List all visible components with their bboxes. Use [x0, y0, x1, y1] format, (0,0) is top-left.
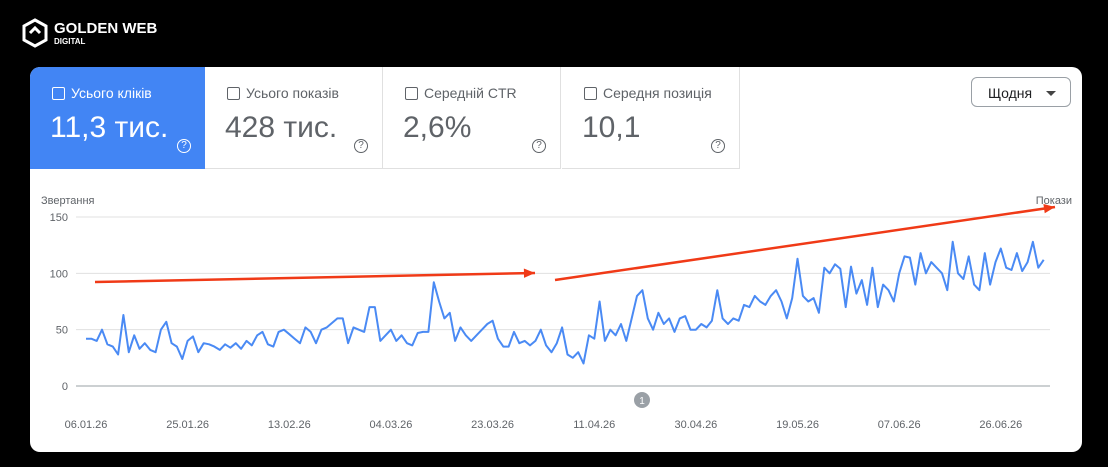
metric-label: Середній CTR: [424, 85, 517, 101]
x-tick-label: 30.04.26: [674, 419, 717, 431]
metric-card[interactable]: Усього показів 428 тис.?: [205, 67, 383, 169]
metric-card[interactable]: Усього кліків 11,3 тис.?: [30, 67, 205, 169]
annotation-arrow: [94, 271, 536, 284]
metric-value: 428 тис.: [225, 111, 338, 144]
metric-card[interactable]: Середній CTR 2,6%?: [383, 67, 561, 169]
data-line: [86, 240, 1045, 365]
x-tick-label: 19.05.26: [776, 419, 819, 431]
x-tick-label: 26.06.26: [979, 419, 1022, 431]
panel: Усього кліків 11,3 тис.? Усього показів 42…: [30, 67, 1082, 452]
x-tick-label: 11.04.26: [573, 419, 615, 431]
metric-value: 10,1: [582, 111, 641, 144]
metric-label: Усього кліків: [71, 85, 152, 101]
x-tick-label: 06.01.26: [65, 419, 108, 431]
x-tick-label: 23.03.26: [471, 419, 514, 431]
metric-value: 11,3 тис.: [50, 111, 169, 144]
badge-label: 1: [639, 396, 645, 407]
metric-label: Середня позиція: [603, 85, 712, 101]
brand-sub: DIGITAL: [54, 37, 86, 46]
x-tick-label: 13.02.26: [268, 419, 311, 431]
x-tick-label: 25.01.26: [166, 419, 209, 431]
period-dropdown[interactable]: Щодня: [971, 77, 1071, 107]
x-tick-label: 07.06.26: [878, 419, 921, 431]
annotation-arrow: [554, 205, 1056, 282]
metric-value: 2,6%: [403, 111, 472, 144]
badge: [634, 392, 650, 408]
y-tick-label: 0: [62, 381, 68, 393]
y-tick-label: 150: [50, 212, 68, 224]
y-tick-label: 100: [50, 268, 68, 280]
y-tick-label: 50: [56, 325, 68, 337]
metric-label: Усього показів: [246, 85, 339, 101]
x-tick-label: 04.03.26: [370, 419, 413, 431]
logo: [22, 18, 48, 48]
arrow-head: [523, 268, 535, 278]
metric-card[interactable]: Середня позиція 10,1?: [562, 67, 740, 169]
y2-axis-label: Покази: [1036, 195, 1072, 207]
brand-name: GOLDEN WEB: [54, 20, 158, 37]
arrow-head: [1043, 203, 1055, 214]
y-axis-label: Звертання: [41, 195, 95, 207]
